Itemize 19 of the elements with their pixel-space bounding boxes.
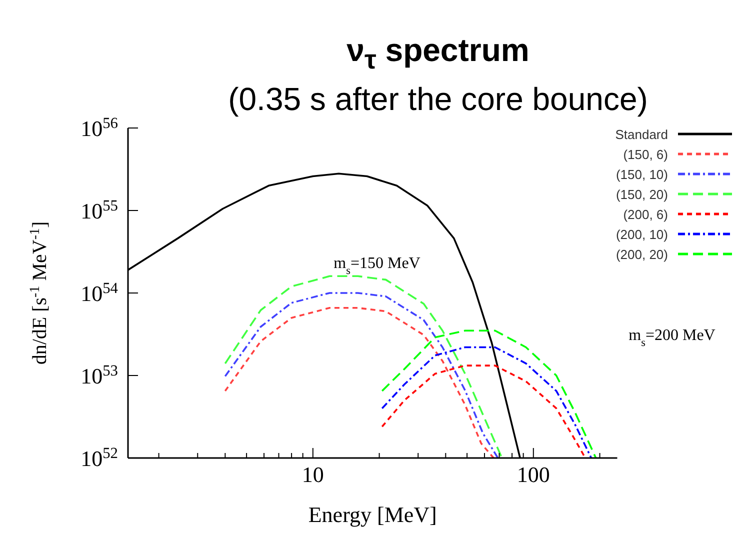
legend-label: (150, 10) xyxy=(616,166,668,182)
legend-label: (200, 6) xyxy=(623,206,668,222)
x-tick-label: 10 xyxy=(302,462,324,487)
x-tick-label: 100 xyxy=(516,462,550,487)
text: m$_{s}$=200 MeV xyxy=(628,327,716,349)
y-tick-label: 10$^{56}$ xyxy=(80,114,118,141)
legend-label: (150, 20) xyxy=(616,186,668,202)
legend-label: Standard xyxy=(615,126,668,142)
chart-title: ν$_{τ}$ spectrum xyxy=(346,31,530,76)
y-tick-label: 10$^{52}$ xyxy=(80,444,118,471)
y-tick-label: 10$^{54}$ xyxy=(80,280,118,306)
annotation: m$_{s}$=150 MeV xyxy=(334,255,421,277)
x-axis-title: Energy [MeV] xyxy=(308,502,437,527)
legend-label: (200, 20) xyxy=(616,246,668,262)
y-tick-label: 10$^{55}$ xyxy=(80,197,118,224)
y-tick-label: 10$^{53}$ xyxy=(80,362,118,388)
legend-label: (200, 10) xyxy=(616,226,668,242)
chart-subtitle: (0.35 s after the core bounce) xyxy=(227,80,649,120)
legend-label: (150, 6) xyxy=(623,146,668,162)
